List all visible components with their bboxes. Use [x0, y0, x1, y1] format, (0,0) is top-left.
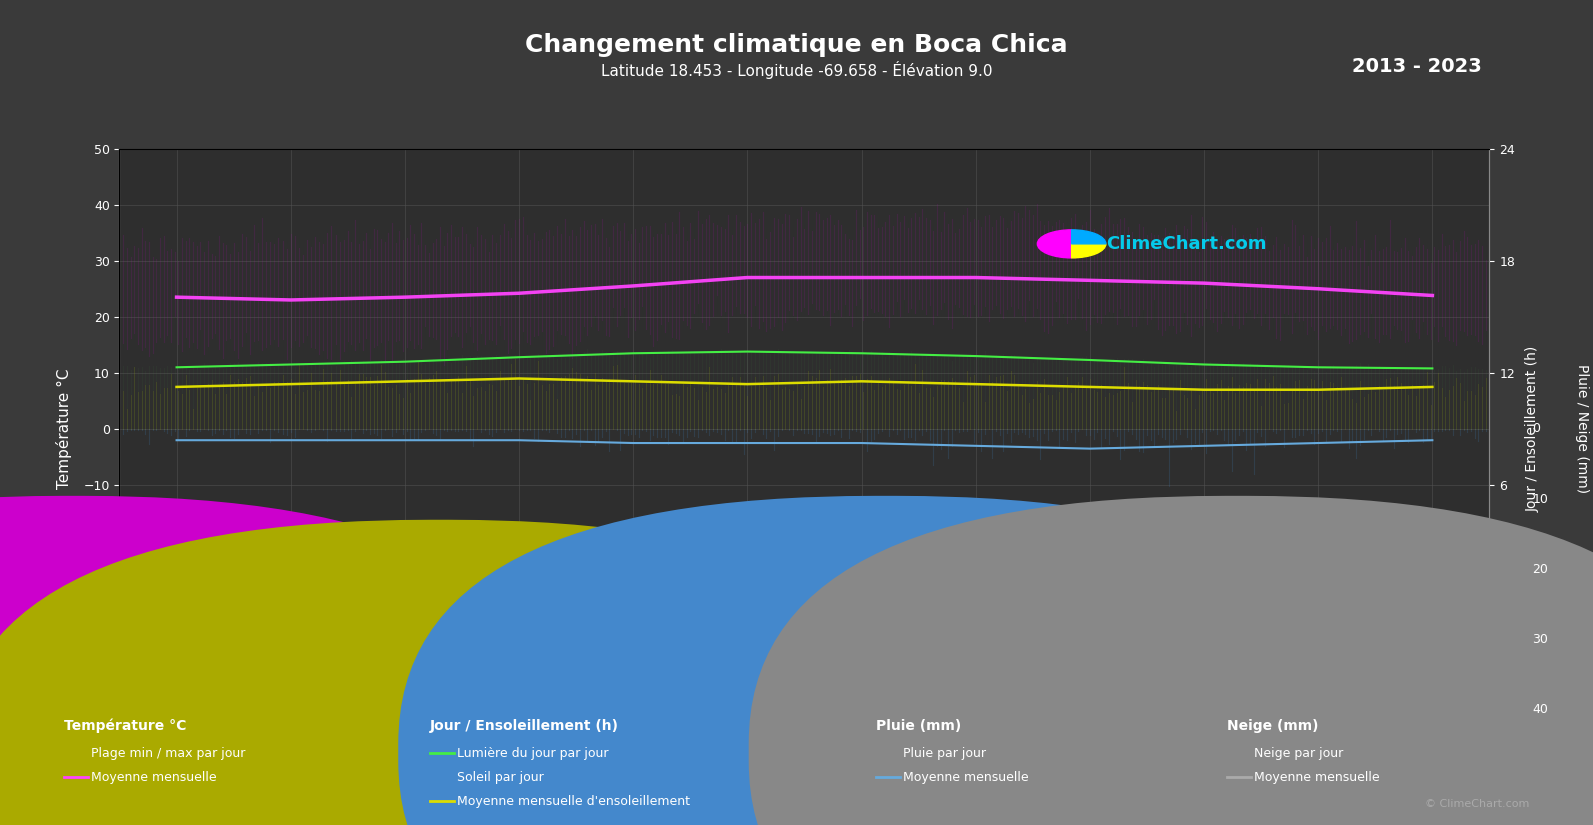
- Text: Température °C: Température °C: [64, 719, 186, 733]
- Text: 0: 0: [1532, 422, 1540, 436]
- Text: 10: 10: [1532, 493, 1548, 506]
- Wedge shape: [1037, 230, 1072, 258]
- Text: Neige (mm): Neige (mm): [1227, 719, 1317, 733]
- Text: ClimeChart.com: ClimeChart.com: [167, 595, 328, 612]
- Text: Pluie (mm): Pluie (mm): [876, 719, 962, 733]
- Wedge shape: [1072, 230, 1106, 244]
- Text: 2013 - 2023: 2013 - 2023: [1352, 56, 1481, 76]
- Text: Plage min / max par jour: Plage min / max par jour: [91, 747, 245, 760]
- Text: Moyenne mensuelle: Moyenne mensuelle: [91, 771, 217, 784]
- Wedge shape: [1072, 244, 1106, 258]
- Text: 20: 20: [1532, 563, 1548, 576]
- Text: Pluie par jour: Pluie par jour: [903, 747, 986, 760]
- Text: Lumière du jour par jour: Lumière du jour par jour: [457, 747, 609, 760]
- Text: Soleil par jour: Soleil par jour: [457, 771, 543, 784]
- Text: © ClimeChart.com: © ClimeChart.com: [1424, 799, 1529, 809]
- Wedge shape: [99, 589, 134, 617]
- Y-axis label: Température °C: Température °C: [56, 369, 72, 489]
- Text: Changement climatique en Boca Chica: Changement climatique en Boca Chica: [526, 33, 1067, 58]
- Text: 40: 40: [1532, 703, 1548, 716]
- Wedge shape: [134, 603, 167, 617]
- Text: Jour / Ensoleillement (h): Jour / Ensoleillement (h): [430, 719, 620, 733]
- Y-axis label: Jour / Ensoleillement (h): Jour / Ensoleillement (h): [1526, 346, 1540, 512]
- Text: Moyenne mensuelle: Moyenne mensuelle: [1254, 771, 1380, 784]
- Text: ClimeChart.com: ClimeChart.com: [1106, 235, 1266, 253]
- Text: Latitude 18.453 - Longitude -69.658 - Élévation 9.0: Latitude 18.453 - Longitude -69.658 - Él…: [601, 61, 992, 79]
- Text: Moyenne mensuelle: Moyenne mensuelle: [903, 771, 1029, 784]
- Text: Pluie / Neige (mm): Pluie / Neige (mm): [1575, 365, 1588, 493]
- Text: 30: 30: [1532, 633, 1548, 646]
- Wedge shape: [134, 589, 167, 603]
- Text: Moyenne mensuelle d'ensoleillement: Moyenne mensuelle d'ensoleillement: [457, 794, 690, 808]
- Text: Neige par jour: Neige par jour: [1254, 747, 1343, 760]
